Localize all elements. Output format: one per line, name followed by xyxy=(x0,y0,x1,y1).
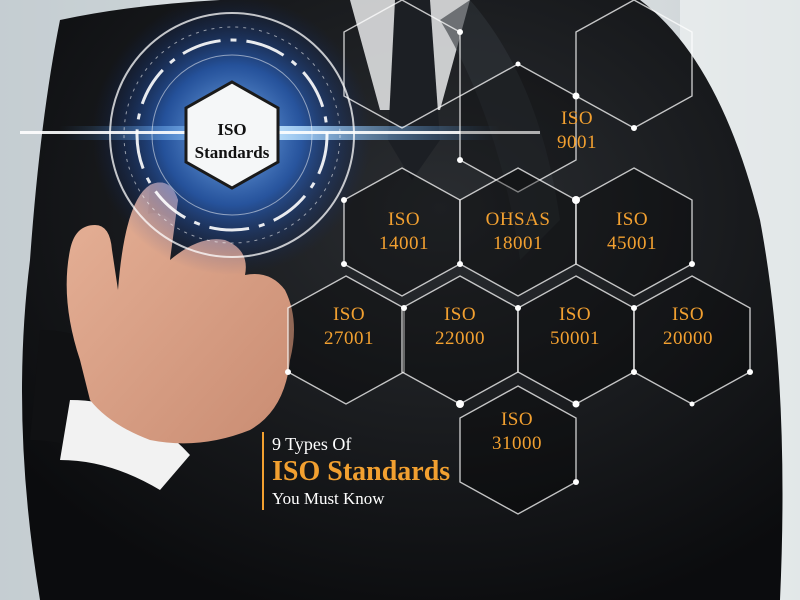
caption-line3: You Must Know xyxy=(272,489,385,508)
hex-label-ohsas-18001: OHSAS 18001 xyxy=(485,209,551,254)
center-rings xyxy=(109,12,355,258)
caption-line1: 9 Types Of xyxy=(272,434,352,454)
caption-title: ISO Standards xyxy=(272,456,451,487)
hex-label-iso-45001: ISO 45001 xyxy=(607,209,657,254)
hex-label-iso-31000: ISO 31000 xyxy=(492,409,542,454)
shirt-cuff xyxy=(60,400,190,490)
hex-label-iso-50001: ISO 50001 xyxy=(550,304,600,349)
hex-label-iso-9001: ISO 9001 xyxy=(557,108,597,153)
hex-label-iso-20000: ISO 20000 xyxy=(663,304,713,349)
center-badge-label: ISO Standards xyxy=(195,118,270,164)
network-nodes xyxy=(285,29,753,485)
center-hexagon xyxy=(184,80,280,190)
hex-label-iso-22000: ISO 22000 xyxy=(435,304,485,349)
hex-label-iso-14001: ISO 14001 xyxy=(379,209,429,254)
caption: 9 Types Of ISO Standards You Must Know xyxy=(262,432,450,510)
center-badge-line2: Standards xyxy=(194,143,270,162)
hex-grid xyxy=(287,0,751,515)
center-badge-line1: ISO xyxy=(217,120,247,139)
hex-label-iso-27001: ISO 27001 xyxy=(324,304,374,349)
